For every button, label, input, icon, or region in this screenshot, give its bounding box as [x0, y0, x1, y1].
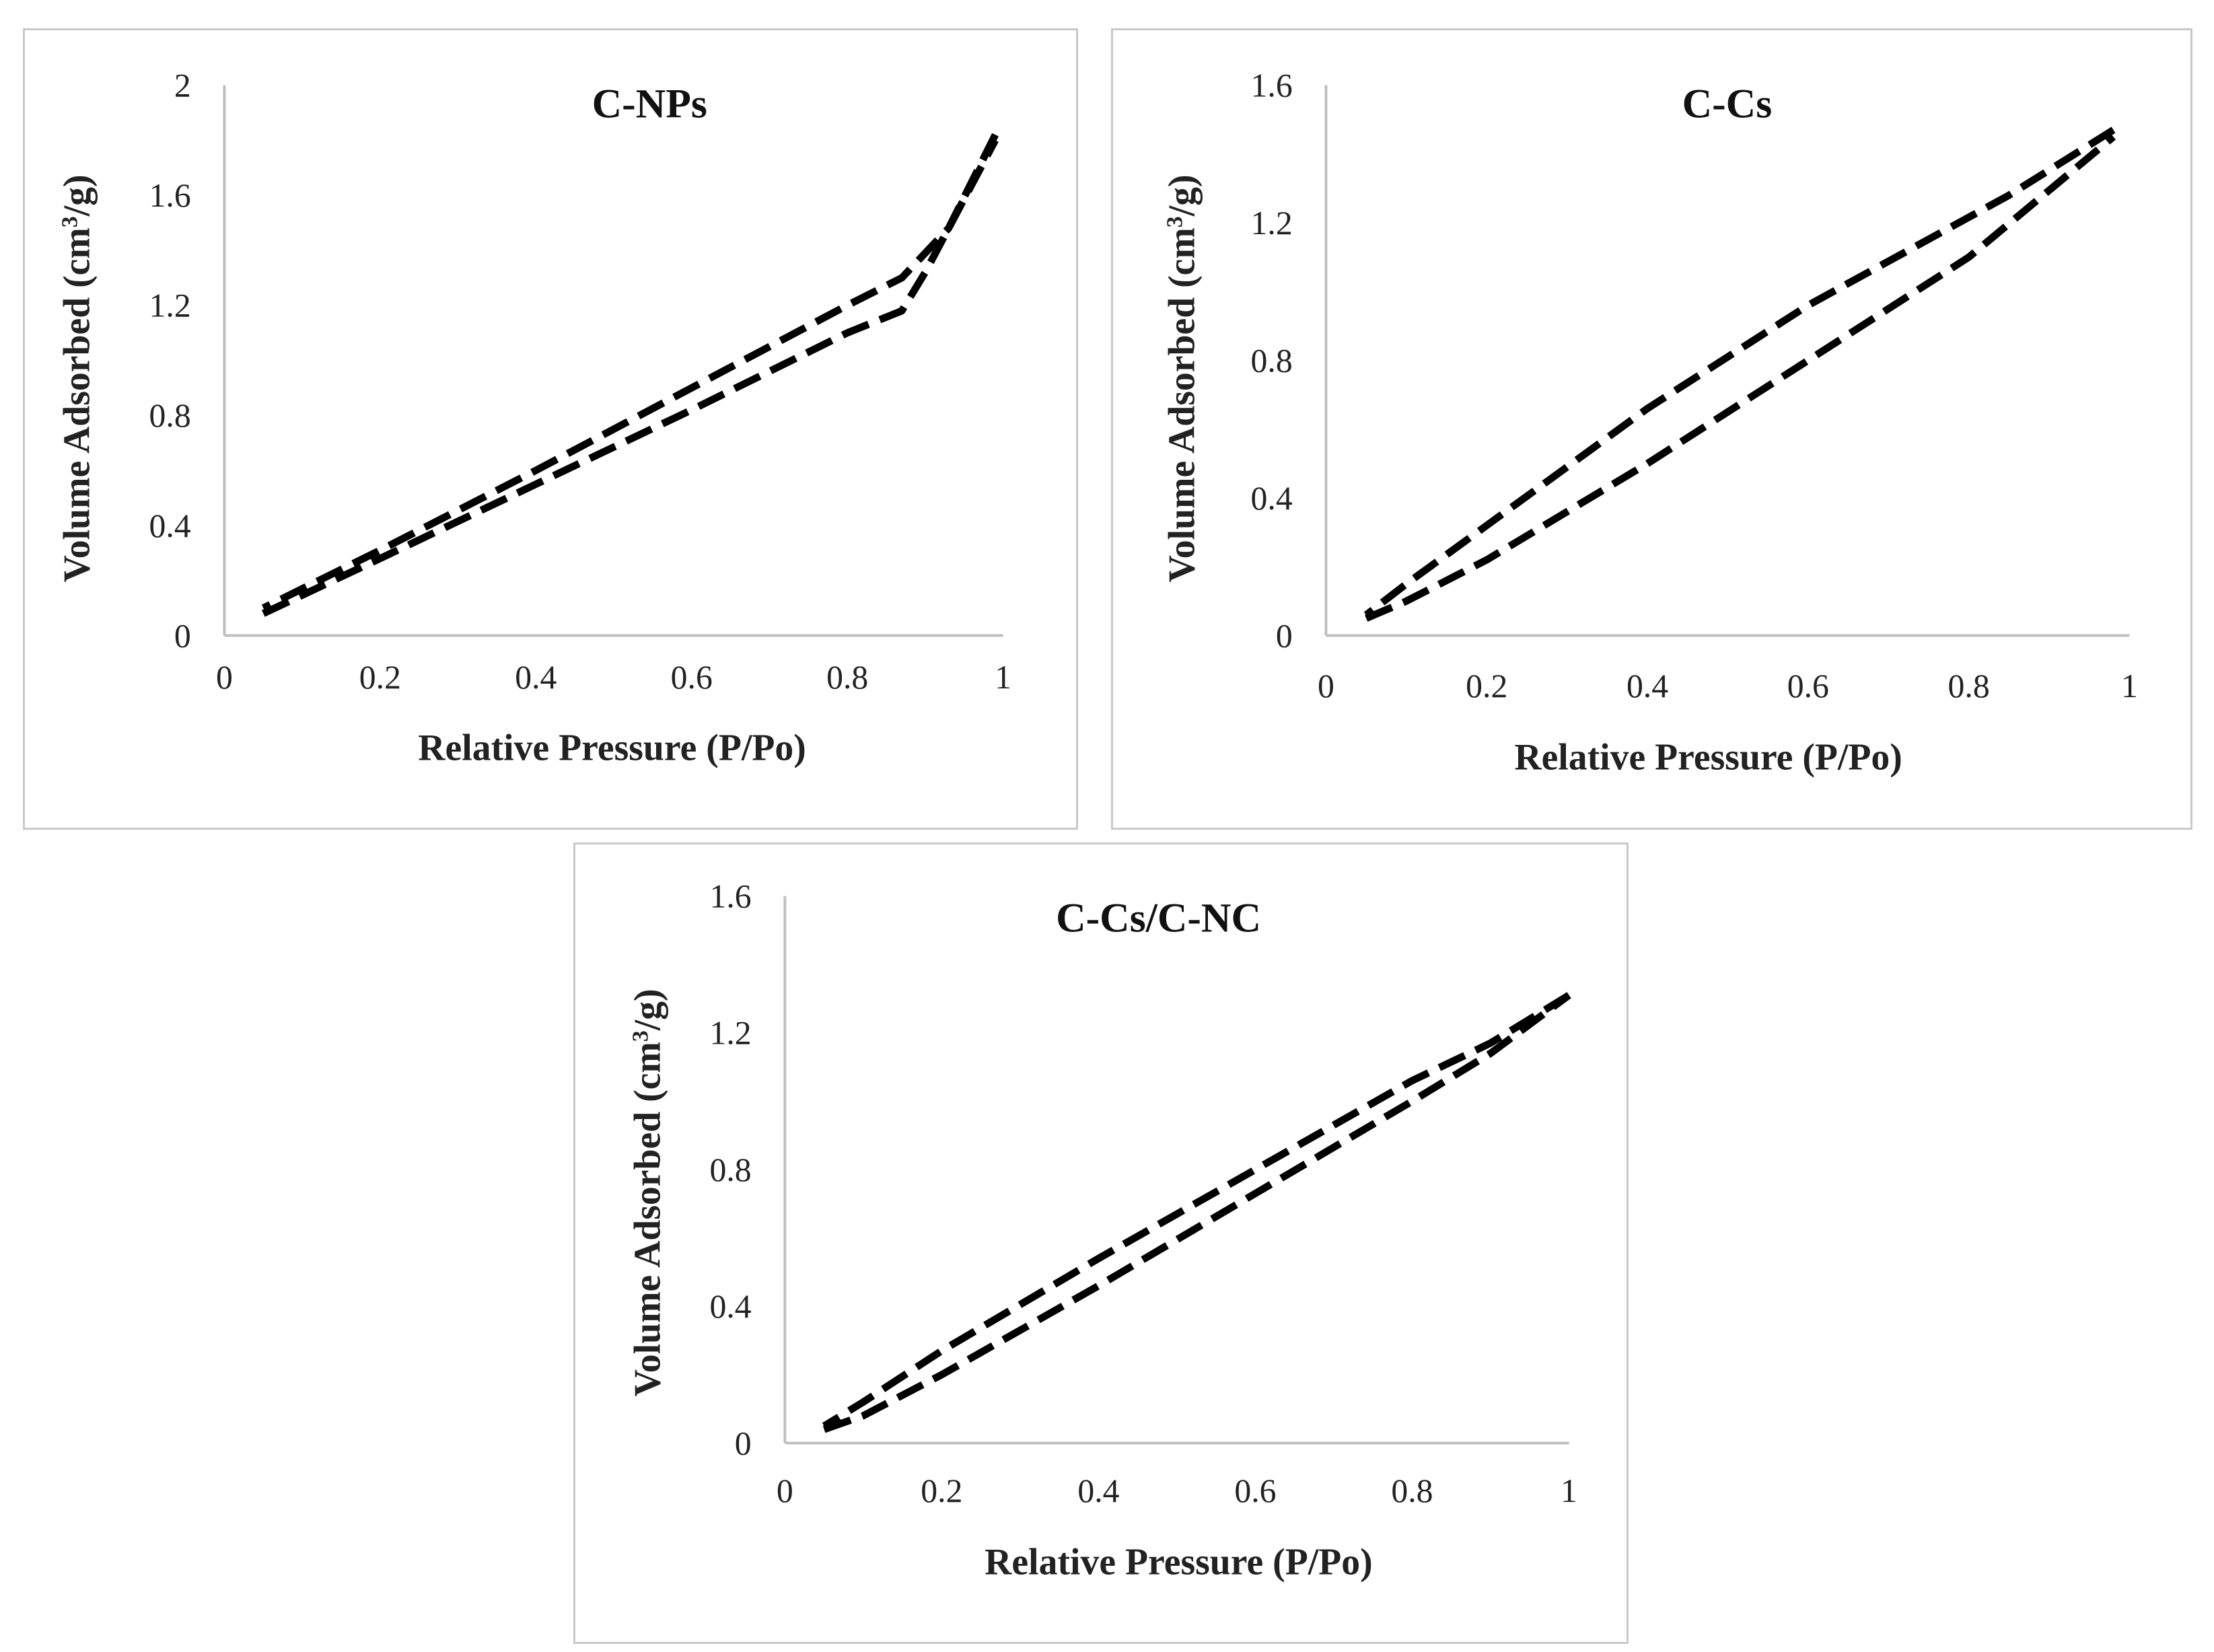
series-line-desorption: [1363, 127, 2116, 618]
x-tick-label: 1: [2121, 668, 2138, 705]
x-tick-label: 0.8: [1391, 1472, 1433, 1509]
chart-c-nps: C-NPs Volume Adsorbed (cm3/g) Relative P…: [56, 67, 1011, 769]
chart-panel-c-nps: C-NPs Volume Adsorbed (cm3/g) Relative P…: [23, 28, 1078, 830]
series-line-desorption: [822, 992, 1571, 1429]
x-tick-label: 1: [995, 659, 1011, 696]
y-tick-label: 1.2: [1251, 205, 1293, 242]
x-axis-title: Relative Pressure (P/Po): [985, 1542, 1372, 1583]
y-axis-title: Volume Adsorbed (cm3/g): [1161, 174, 1203, 582]
chart-panel-c-cs: C-Cs Volume Adsorbed (cm3/g) Relative Pr…: [1111, 28, 2192, 830]
x-tick-label: 0: [216, 659, 233, 696]
x-tick-label: 0.2: [921, 1472, 962, 1509]
chart-title: C-Cs: [1682, 81, 1773, 127]
x-tick-label: 1: [1561, 1472, 1577, 1509]
y-tick-label: 1.2: [709, 1015, 751, 1052]
series-line-desorption: [261, 133, 999, 612]
x-tick-label: 0.2: [359, 659, 401, 696]
chart-title: C-NPs: [592, 81, 707, 127]
x-tick-label: 0.6: [1234, 1472, 1276, 1509]
y-axis-title: Volume Adsorbed (cm3/g): [627, 989, 668, 1396]
y-tick-label: 0.8: [1251, 342, 1293, 379]
y-tick-label: 0.8: [709, 1151, 751, 1188]
x-tick-label: 0.8: [1948, 668, 1990, 705]
chart-c-cs-c-nc: C-Cs/C-NC Volume Adsorbed (cm3/g) Relati…: [627, 878, 1577, 1583]
y-tick-label: 0.8: [149, 397, 191, 434]
x-tick-label: 0.2: [1466, 668, 1507, 705]
chart-c-cs: C-Cs Volume Adsorbed (cm3/g) Relative Pr…: [1161, 67, 2138, 779]
x-tick-label: 0.6: [1787, 668, 1829, 705]
x-tick-label: 0.4: [515, 659, 557, 696]
x-tick-label: 0: [1318, 668, 1334, 705]
y-tick-label: 1.6: [1251, 67, 1293, 104]
y-tick-label: 0: [735, 1425, 752, 1462]
y-tick-label: 2: [174, 67, 191, 104]
x-axis-title: Relative Pressure (P/Po): [1514, 736, 1902, 778]
y-tick-label: 1.6: [709, 878, 751, 915]
x-tick-label: 0.8: [826, 659, 868, 696]
x-tick-label: 0: [777, 1472, 793, 1509]
series-line-adsorption: [822, 992, 1571, 1433]
y-tick-label: 0.4: [1251, 480, 1293, 517]
x-tick-label: 0.4: [1627, 668, 1668, 705]
series-line-adsorption: [1364, 134, 2116, 622]
x-tick-label: 0.6: [671, 659, 713, 696]
y-tick-label: 1.6: [149, 177, 191, 214]
chart-title: C-Cs/C-NC: [1056, 895, 1261, 941]
x-axis-title: Relative Pressure (P/Po): [418, 727, 806, 769]
y-tick-label: 0: [174, 617, 191, 654]
y-tick-label: 1.2: [149, 287, 191, 324]
chart-panel-c-cs-c-nc: C-Cs/C-NC Volume Adsorbed (cm3/g) Relati…: [573, 842, 1629, 1644]
y-axis-title: Volume Adsorbed (cm3/g): [56, 174, 98, 582]
series-line-adsorption: [261, 138, 999, 617]
y-tick-label: 0: [1276, 617, 1293, 654]
y-tick-label: 0.4: [149, 507, 191, 544]
x-tick-label: 0.4: [1077, 1472, 1119, 1509]
y-tick-label: 0.4: [709, 1288, 751, 1325]
